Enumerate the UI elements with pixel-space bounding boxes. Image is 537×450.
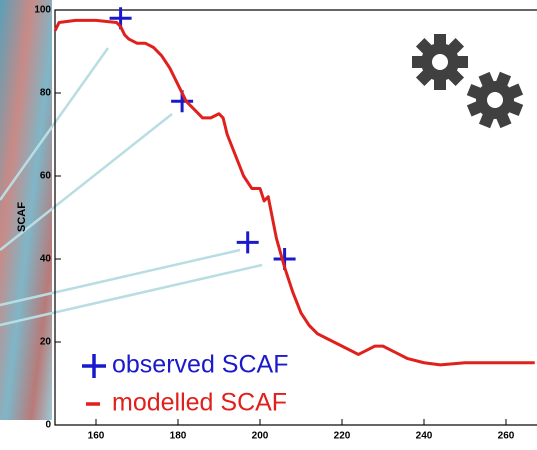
y-tick-label: 100 bbox=[34, 5, 51, 16]
x-tick-label: 260 bbox=[498, 431, 515, 442]
x-tick-label: 220 bbox=[334, 431, 351, 442]
x-tick-label: 160 bbox=[88, 431, 105, 442]
y-tick-label: 0 bbox=[45, 420, 51, 431]
y-axis-label: SCAF bbox=[16, 202, 28, 232]
x-tick-label: 200 bbox=[252, 431, 269, 442]
chart: SCAF 0 20 40 60 80 100 160 180 200 220 240 260 obser… bbox=[0, 0, 537, 445]
x-tick-label: 180 bbox=[170, 431, 187, 442]
y-tick-label: 20 bbox=[40, 337, 52, 348]
legend-label: modelled SCAF bbox=[112, 389, 287, 417]
y-tick-label: 80 bbox=[40, 88, 52, 99]
gears-icon bbox=[412, 34, 523, 128]
x-tick-label: 240 bbox=[416, 431, 433, 442]
y-tick-label: 60 bbox=[40, 171, 52, 182]
legend-marker bbox=[82, 354, 106, 378]
y-tick-label: 40 bbox=[40, 254, 52, 265]
page: {"chart_data": {"type": "line", "y_label… bbox=[0, 0, 537, 445]
model-line bbox=[55, 20, 535, 364]
legend-label: observed SCAF bbox=[112, 351, 288, 379]
